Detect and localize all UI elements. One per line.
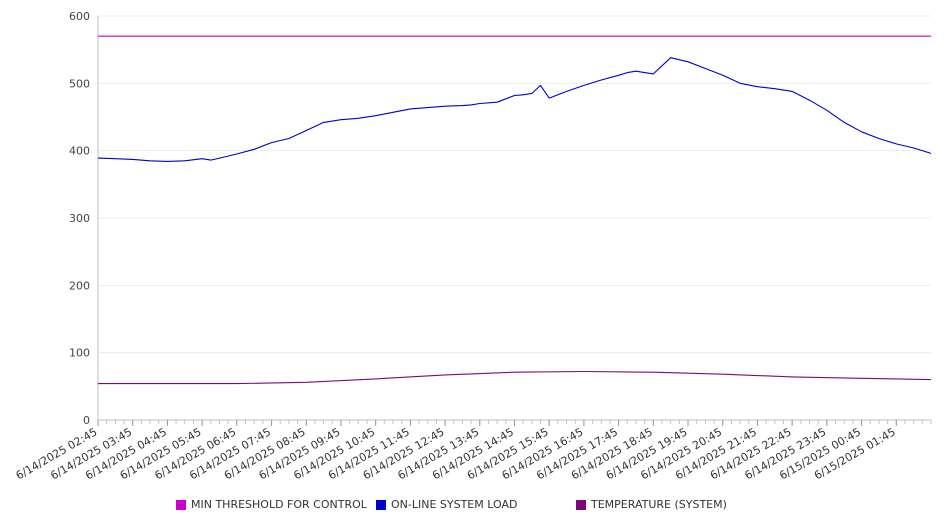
y-tick-label-200: 200 [69,279,90,292]
legend-item-load: ON-LINE SYSTEM LOAD [376,498,517,511]
legend-label-threshold: MIN THRESHOLD FOR CONTROL [191,498,367,511]
legend-item-threshold: MIN THRESHOLD FOR CONTROL [176,498,367,511]
y-tick-label-400: 400 [69,145,90,158]
system-load-series-line [97,57,932,162]
legend-swatch-threshold [176,499,186,510]
legend-label-load: ON-LINE SYSTEM LOAD [391,498,518,511]
temperature-series-line [98,370,932,385]
legend-label-temperature: TEMPERATURE (SYSTEM) [591,498,727,511]
y-tick-label-100: 100 [69,347,90,360]
legend-swatch-load [376,499,386,510]
y-tick-label-300: 300 [69,212,90,225]
chart-legend: MIN THRESHOLD FOR CONTROL ON-LINE SYSTEM… [0,498,946,514]
y-tick-label-600: 600 [69,10,90,23]
y-tick-label-0: 0 [83,414,90,427]
y-tick-label-500: 500 [69,77,90,90]
legend-swatch-temperature [576,499,586,510]
legend-item-temperature: TEMPERATURE (SYSTEM) [576,498,727,511]
